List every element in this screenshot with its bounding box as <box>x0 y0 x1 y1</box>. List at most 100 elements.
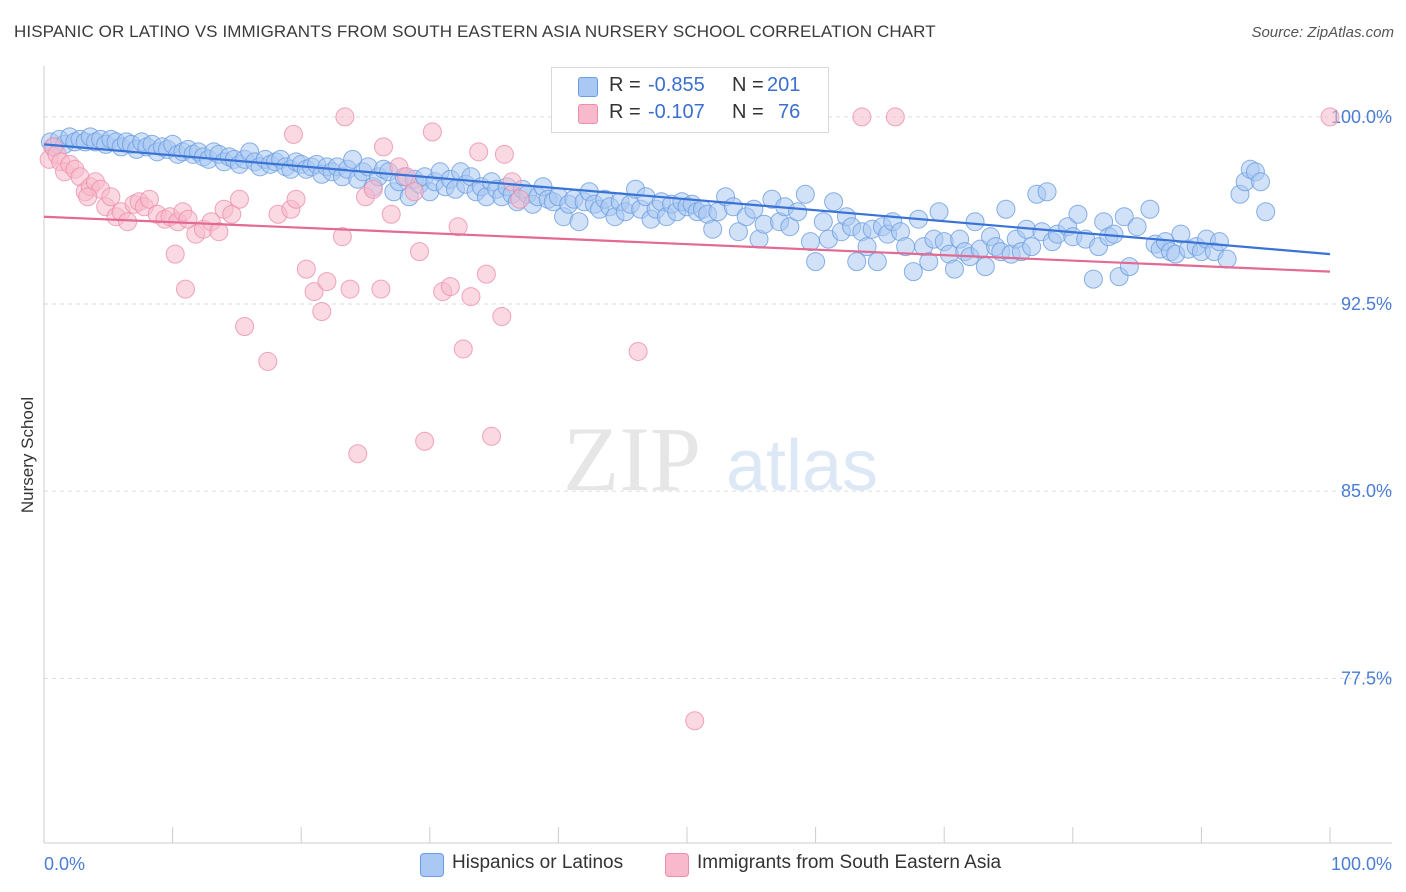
sea-point <box>317 272 337 292</box>
legend-n-label: N = <box>732 74 764 96</box>
y-tick-label: 92.5% <box>1341 294 1392 314</box>
hispanic-point <box>847 252 867 272</box>
hispanic-point <box>1256 202 1276 222</box>
hispanic-point <box>929 202 949 222</box>
watermark-zip: ZIP <box>563 408 701 510</box>
hispanic-trend-line <box>43 143 1331 256</box>
sea-point <box>363 179 383 199</box>
y-tick-label: 77.5% <box>1341 668 1392 688</box>
sea-point <box>440 277 460 297</box>
sea-point <box>118 212 138 232</box>
hispanic-point <box>919 252 939 272</box>
sea-point <box>381 204 401 224</box>
x-tick-label: 100.0% <box>1331 854 1392 874</box>
sea-point <box>340 279 360 299</box>
sea-point <box>469 142 489 162</box>
sea-point <box>1320 107 1340 127</box>
hispanic-point <box>788 202 808 222</box>
bottom-legend-label: Hispanics or Latinos <box>452 852 624 873</box>
sea-point <box>165 244 185 264</box>
y-axis-label: Nursery School <box>18 396 37 514</box>
chart-title: HISPANIC OR LATINO VS IMMIGRANTS FROM SO… <box>14 22 936 41</box>
hispanic-point <box>965 212 985 232</box>
sea-point <box>461 287 481 307</box>
y-tick-label: 85.0% <box>1341 481 1392 501</box>
hispanic-point <box>1022 237 1042 257</box>
hispanic-point <box>343 149 363 169</box>
y-tick-label: 100.0% <box>1331 107 1392 127</box>
x-tick-label: 0.0% <box>44 854 85 874</box>
hispanic-point <box>1068 204 1088 224</box>
sea-point <box>209 222 229 242</box>
hispanic-point <box>703 219 723 239</box>
sea-point <box>235 317 255 337</box>
sea-point <box>404 182 424 202</box>
bottom-legend-swatch-pink <box>665 853 689 877</box>
legend-swatch-pink <box>578 104 598 124</box>
hispanic-point <box>1251 172 1271 192</box>
hispanic-point <box>800 232 820 252</box>
hispanic-point <box>1171 224 1191 244</box>
hispanic-point <box>1083 269 1103 289</box>
legend-r-value: -0.107 <box>648 101 705 123</box>
hispanic-point <box>824 192 844 212</box>
sea-point <box>374 137 394 157</box>
legend-r-label: R = <box>609 101 641 123</box>
sea-point <box>101 187 121 207</box>
legend-swatch-blue <box>578 77 598 97</box>
hispanic-point <box>996 199 1016 219</box>
sea-point <box>332 227 352 247</box>
sea-point <box>422 122 442 142</box>
sea-point <box>304 282 324 302</box>
hispanic-point <box>744 199 764 219</box>
sea-point <box>510 189 530 209</box>
legend-r-label: R = <box>609 74 641 96</box>
hispanic-point <box>1217 249 1237 269</box>
sea-point <box>258 351 278 371</box>
sea-point <box>476 264 496 284</box>
sea-point <box>410 242 430 262</box>
legend-r-value: -0.855 <box>648 74 705 96</box>
sea-point <box>283 124 303 144</box>
bottom-legend-label: Immigrants from South Eastern Asia <box>697 852 1002 873</box>
hispanic-point <box>1209 232 1229 252</box>
sea-point <box>348 444 368 464</box>
sea-point <box>482 426 502 446</box>
sea-point <box>296 259 316 279</box>
hispanic-point <box>728 222 748 242</box>
source-label: Source: ZipAtlas.com <box>1251 24 1394 41</box>
sea-point <box>685 711 705 731</box>
hispanic-point <box>975 257 995 277</box>
hispanic-point <box>1140 199 1160 219</box>
sea-point <box>286 189 306 209</box>
hispanic-point <box>1127 217 1147 237</box>
hispanic-point <box>806 252 826 272</box>
sea-point <box>502 172 522 192</box>
hispanic-point <box>903 262 923 282</box>
sea-point <box>448 217 468 237</box>
hispanic-point <box>944 259 964 279</box>
sea-point <box>371 279 391 299</box>
hispanic-point <box>780 217 800 237</box>
sea-point <box>628 341 648 361</box>
legend-n-value: 76 <box>778 101 801 123</box>
legend-n-value: 201 <box>767 74 801 96</box>
hispanic-point <box>867 252 887 272</box>
legend-n-label: N = <box>732 101 764 123</box>
bottom-legend-swatch-blue <box>420 853 444 877</box>
sea-point <box>453 339 473 359</box>
stats-legend: R = -0.855 N = 201 R = -0.107 N = 76 <box>551 67 829 133</box>
sea-point <box>312 302 332 322</box>
sea-trend-line <box>43 215 1331 273</box>
hispanic-point <box>1037 182 1057 202</box>
sea-point <box>852 107 872 127</box>
hispanic-point <box>1114 207 1134 227</box>
sea-point <box>415 431 435 451</box>
sea-point <box>335 107 355 127</box>
sea-point <box>885 107 905 127</box>
sea-point <box>494 144 514 164</box>
sea-point <box>492 307 512 327</box>
hispanic-point <box>813 212 833 232</box>
sea-point <box>222 204 242 224</box>
